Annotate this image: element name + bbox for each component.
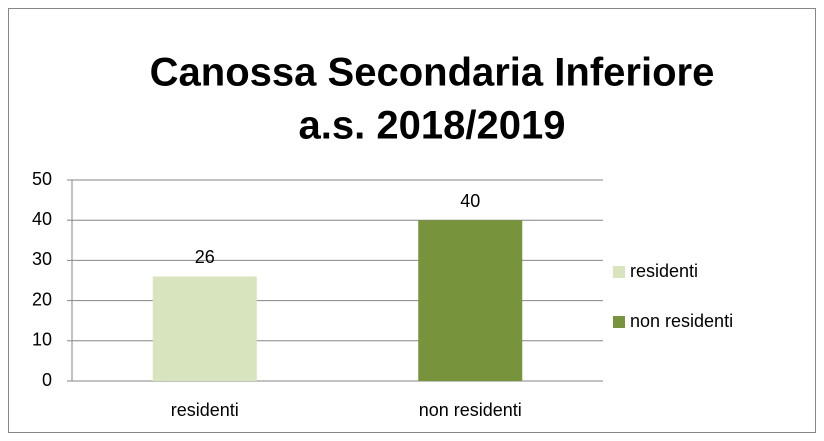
legend-label: non residenti — [630, 311, 733, 331]
data-label: 40 — [460, 191, 480, 211]
legend-swatch — [613, 316, 625, 328]
bar — [152, 276, 257, 381]
y-tick-label: 10 — [32, 330, 52, 350]
legend-swatch — [613, 266, 625, 278]
legend-label: residenti — [630, 261, 698, 281]
chart-title: Canossa Secondaria Inferiore — [150, 51, 715, 95]
x-tick-label: non residenti — [419, 400, 522, 420]
y-tick-label: 30 — [32, 249, 52, 269]
bar — [418, 220, 523, 381]
chart-title: a.s. 2018/2019 — [299, 104, 566, 148]
y-tick-label: 20 — [32, 289, 52, 309]
y-tick-label: 40 — [32, 209, 52, 229]
data-label: 26 — [195, 247, 215, 267]
y-tick-label: 50 — [32, 169, 52, 189]
y-tick-label: 0 — [42, 370, 52, 390]
x-tick-label: residenti — [171, 400, 239, 420]
